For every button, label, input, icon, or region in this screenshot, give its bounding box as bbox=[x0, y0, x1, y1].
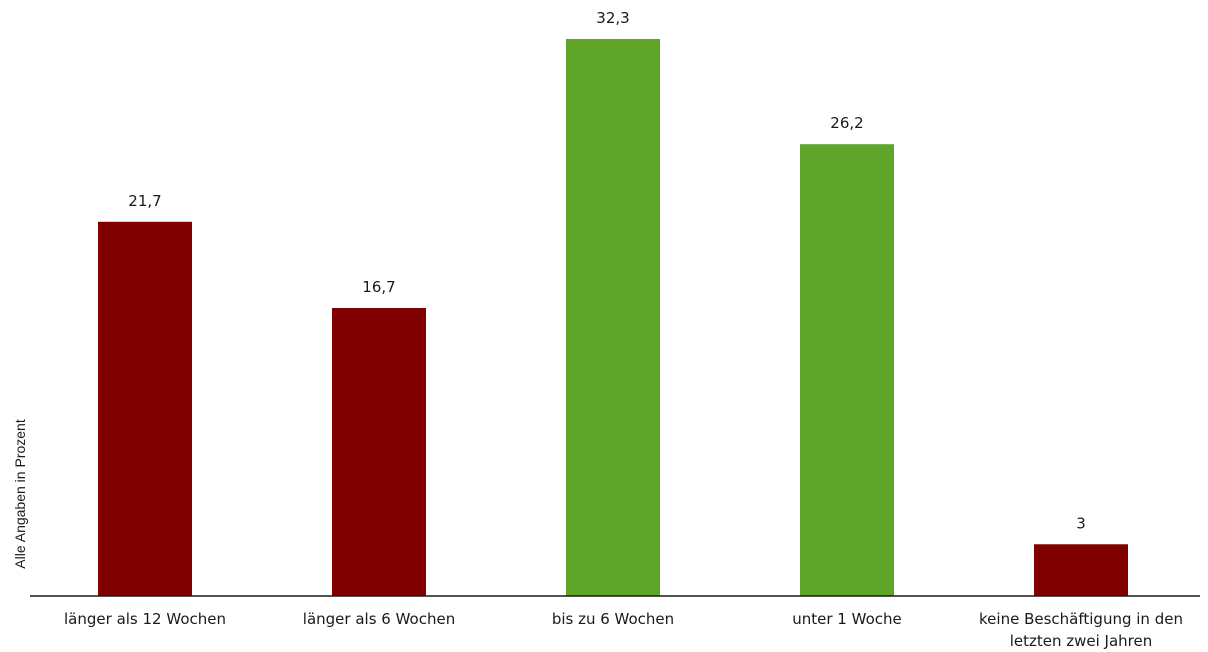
bar bbox=[1034, 544, 1128, 596]
bar bbox=[98, 221, 192, 596]
data-label: 32,3 bbox=[596, 9, 629, 27]
bar bbox=[800, 144, 894, 596]
bars-group bbox=[98, 39, 1128, 596]
data-label: 16,7 bbox=[362, 278, 395, 296]
x-tick-label: länger als 6 Wochen bbox=[303, 610, 455, 628]
x-tick-label: unter 1 Woche bbox=[792, 610, 901, 628]
x-tick-label: bis zu 6 Wochen bbox=[552, 610, 674, 628]
data-label: 26,2 bbox=[830, 114, 863, 132]
value-labels-group: 21,7 16,7 32,3 26,2 3 bbox=[128, 9, 1085, 532]
x-tick-label: letzten zwei Jahren bbox=[1010, 632, 1153, 650]
y-axis-label: Alle Angaben in Prozent bbox=[12, 419, 28, 569]
category-labels-group: länger als 12 Wochen länger als 6 Wochen b… bbox=[64, 610, 1183, 650]
data-label: 3 bbox=[1076, 514, 1086, 532]
x-tick-label: keine Beschäftigung in den bbox=[979, 610, 1183, 628]
bar bbox=[332, 308, 426, 596]
x-tick-label: länger als 12 Wochen bbox=[64, 610, 226, 628]
bar bbox=[566, 39, 660, 596]
data-label: 21,7 bbox=[128, 192, 161, 210]
